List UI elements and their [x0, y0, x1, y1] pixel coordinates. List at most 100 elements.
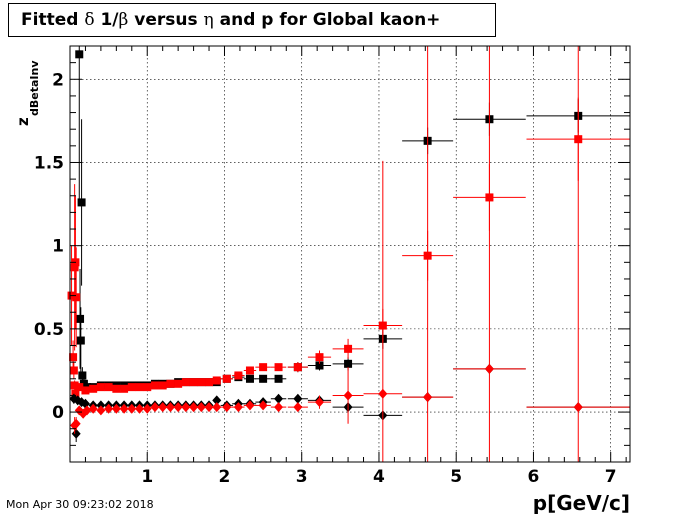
data-point-square [274, 374, 283, 383]
title-eta-symbol: η [203, 10, 214, 30]
data-point-square [69, 353, 78, 362]
data-point-square [89, 384, 98, 393]
data-point-square [81, 386, 90, 395]
data-point-square [70, 381, 79, 390]
y-axis-title: z dBetaInv [14, 60, 41, 126]
x-tick-label: 3 [296, 467, 308, 487]
data-point-diamond [158, 402, 168, 413]
chart-title-box: Fitted δ 1/β versus η and p for Global k… [8, 3, 496, 37]
title-beta-symbol: β [118, 10, 129, 30]
data-point-diamond [127, 403, 137, 414]
data-point-square [205, 378, 214, 387]
data-point-square [135, 383, 144, 392]
data-point-square [96, 383, 105, 392]
data-point-diamond [189, 402, 199, 413]
data-point-diamond [274, 393, 284, 404]
y-tick-label: 0.5 [34, 320, 64, 340]
data-point-diamond [104, 403, 114, 414]
data-point-diamond [196, 402, 206, 413]
data-point-diamond [111, 403, 121, 414]
timestamp-footer: Mon Apr 30 09:23:02 2018 [6, 498, 154, 511]
data-point-diamond [423, 392, 433, 403]
data-point-diamond [165, 402, 175, 413]
data-point-square [259, 374, 268, 383]
data-point-square [259, 363, 268, 372]
data-point-diamond [142, 403, 152, 414]
data-point-square [76, 336, 85, 345]
y-tick-label: 2 [52, 70, 64, 90]
data-point-diamond [173, 402, 183, 413]
y-axis-title-sub: dBetaInv [28, 60, 41, 116]
data-point-square [143, 383, 152, 392]
data-point-diamond [258, 400, 268, 411]
data-layer [67, 46, 630, 462]
title-prefix: Fitted [21, 10, 85, 30]
data-point-square [112, 384, 121, 393]
chart-title: Fitted δ 1/β versus η and p for Global k… [21, 10, 440, 30]
data-point-diamond [204, 402, 214, 413]
y-tick-label: 1.5 [34, 153, 64, 173]
data-point-square [75, 50, 84, 59]
data-point-diamond [88, 403, 98, 414]
data-point-diamond [245, 400, 255, 411]
data-point-square [75, 383, 84, 392]
data-point-diamond [314, 397, 324, 408]
grid-lines [70, 46, 630, 462]
data-point-diamond [222, 402, 232, 413]
data-point-square [245, 374, 254, 383]
title-delta-symbol: δ [84, 10, 95, 30]
series-4 [70, 46, 630, 462]
data-point-diamond [150, 402, 160, 413]
data-point-diamond [135, 403, 145, 414]
plot-frame [69, 45, 631, 463]
data-point-square [72, 293, 81, 302]
title-mid: 1/ [94, 10, 119, 30]
data-point-square [245, 366, 254, 375]
data-point-square [127, 383, 136, 392]
data-point-square [344, 359, 353, 368]
x-tick-label: 1 [141, 467, 153, 487]
data-point-diamond [119, 403, 129, 414]
data-point-square [104, 383, 113, 392]
data-point-square [166, 379, 175, 388]
data-point-square [274, 363, 283, 372]
data-point-diamond [378, 388, 388, 399]
data-point-square [71, 389, 80, 398]
title-versus: versus [128, 10, 204, 30]
series-1 [75, 46, 630, 392]
data-point-diamond [293, 393, 303, 404]
data-point-square [181, 378, 190, 387]
title-suffix: and p for Global kaon+ [213, 10, 441, 30]
data-point-diamond [573, 402, 583, 413]
data-point-diamond [343, 390, 353, 401]
data-point-square [69, 366, 78, 375]
data-point-diamond [212, 402, 222, 413]
series-2 [67, 97, 630, 399]
x-tick-label: 6 [528, 467, 540, 487]
data-point-diamond [96, 405, 106, 416]
data-point-diamond [484, 363, 494, 374]
series-3 [69, 363, 630, 443]
y-axis-title-main: z [14, 117, 32, 126]
data-point-diamond [212, 395, 222, 406]
data-point-square [234, 371, 243, 380]
data-point-diamond [71, 428, 81, 439]
data-point-square [189, 378, 198, 387]
data-point-square [197, 378, 206, 387]
data-point-square [158, 381, 167, 390]
data-point-diamond [181, 402, 191, 413]
data-point-diamond [293, 402, 303, 413]
data-point-square [78, 371, 87, 380]
y-tick-label: 0 [52, 403, 64, 423]
data-point-square [174, 379, 183, 388]
x-tick-label: 4 [373, 467, 385, 487]
data-point-square [76, 314, 85, 323]
data-point-diamond [82, 405, 92, 416]
x-tick-label: 7 [605, 467, 617, 487]
data-point-square [120, 384, 129, 393]
data-point-diamond [274, 402, 284, 413]
data-point-square [150, 381, 159, 390]
x-tick-label: 5 [450, 467, 462, 487]
x-tick-label: 2 [219, 467, 231, 487]
